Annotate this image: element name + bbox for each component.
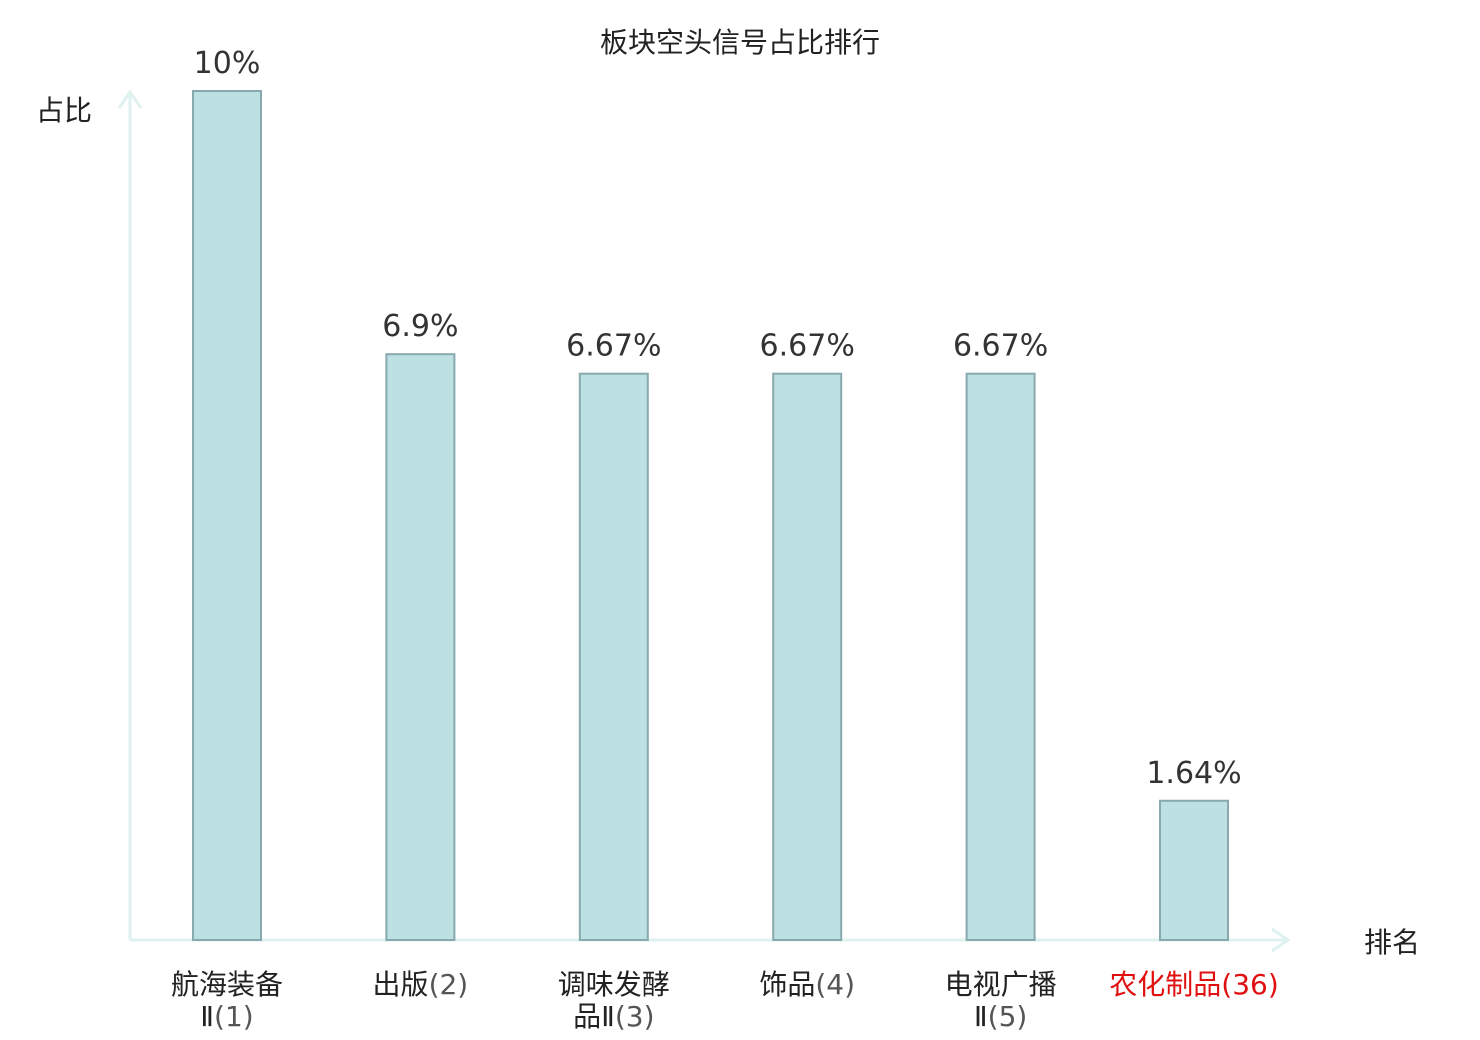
category-name-line: Ⅱ	[200, 1000, 214, 1033]
bar-4	[772, 372, 843, 942]
category-label-2: 出版(2)	[373, 968, 469, 1001]
category-name-line: 航海装备	[171, 968, 283, 1001]
category-rank: (1)	[214, 1000, 254, 1033]
category-rank: (3)	[615, 1000, 655, 1033]
category-label-1: 航海装备 Ⅱ(1)	[171, 968, 283, 1033]
value-label-5: 6.67%	[953, 329, 1048, 364]
category-name-line: 农化制品	[1109, 968, 1221, 1001]
value-label-2: 6.9%	[382, 309, 458, 344]
category-label-4: 饰品(4)	[759, 968, 855, 1001]
bar-5	[965, 372, 1036, 942]
x-axis-arrow	[1271, 927, 1291, 953]
category-name-line: 电视广播	[945, 968, 1057, 1001]
category-name-line: Ⅱ	[974, 1000, 988, 1033]
bar-1	[192, 90, 262, 941]
category-rank: (5)	[988, 1000, 1028, 1033]
category-label-5: 电视广播 Ⅱ(5)	[945, 968, 1057, 1033]
value-label-4: 6.67%	[760, 329, 855, 364]
category-label-3: 调味发酵品Ⅱ(3)	[558, 968, 670, 1033]
chart-title: 板块空头信号占比排行	[600, 26, 880, 59]
value-label-1: 10%	[194, 46, 261, 81]
category-rank: (4)	[815, 968, 855, 1001]
y-axis-label: 占比	[36, 94, 92, 127]
category-rank: (36)	[1221, 968, 1278, 1001]
bar-6	[1159, 799, 1229, 941]
category-label-6: 农化制品(36)	[1109, 968, 1279, 1001]
category-name-line: 饰品	[759, 968, 815, 1001]
bars-group: 10%航海装备 Ⅱ(1)6.9%出版(2)6.67%调味发酵品Ⅱ(3)6.67%饰…	[171, 46, 1279, 1033]
bar-3	[578, 372, 649, 942]
value-label-6: 1.64%	[1146, 756, 1241, 791]
category-rank: (2)	[429, 968, 469, 1001]
value-label-3: 6.67%	[566, 329, 661, 364]
category-name-line: 品Ⅱ	[573, 1000, 615, 1033]
category-name-line: 调味发酵	[558, 968, 670, 1001]
bar-2	[385, 353, 456, 941]
category-name-line: 出版	[373, 968, 429, 1001]
x-axis-label: 排名	[1364, 926, 1420, 959]
y-axis-arrow	[117, 89, 143, 109]
